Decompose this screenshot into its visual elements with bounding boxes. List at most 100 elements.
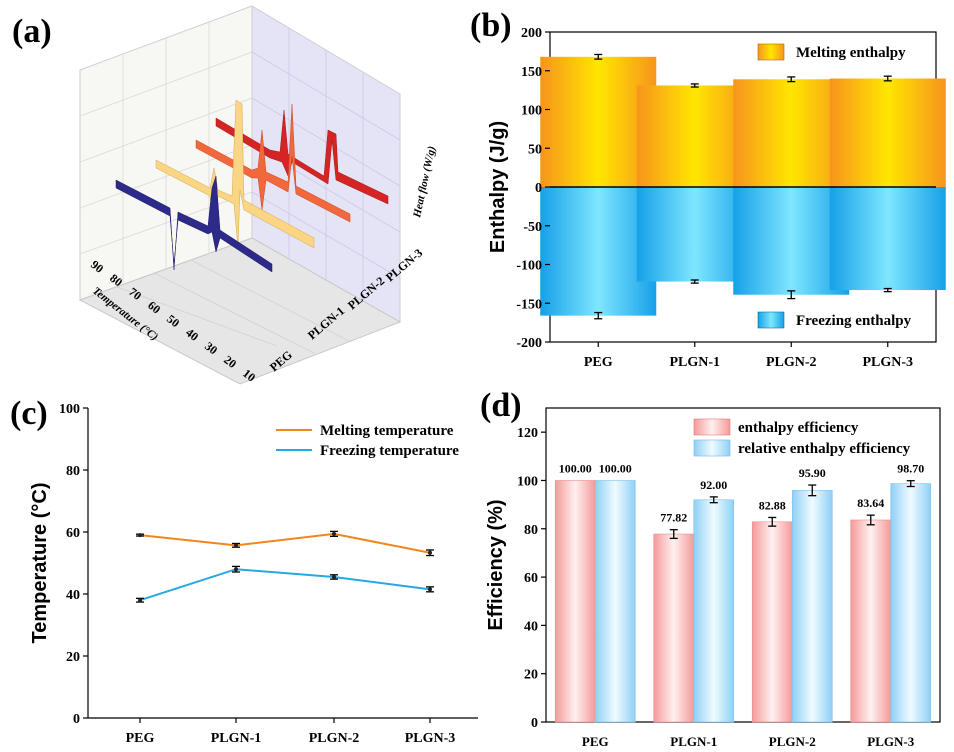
c-ytick-label: 20	[66, 650, 80, 665]
b-ytick-label: 50	[528, 142, 542, 157]
panel-b-enthalpy: -200 -150 -100 -50 0 50 100 150 200 PEG PLGN-1 PLG…	[487, 26, 946, 370]
bar-value-label: 77.82	[660, 511, 687, 525]
bar-value-label: 83.64	[857, 496, 884, 510]
error-bar	[594, 53, 603, 60]
c-ytick-label: 60	[66, 526, 80, 541]
line-freezing-temperature	[139, 568, 431, 602]
b-xtick-label: PEG	[584, 355, 613, 370]
b-ytick-label: -50	[523, 220, 542, 235]
bar-relative-enthalpy-efficiency	[890, 483, 932, 723]
panel-a-3d-dsc: Heat flow (W/g) Temperature (°C) 9080706…	[78, 5, 438, 385]
c-ytick-label: 80	[66, 464, 80, 479]
b-ytick-label: 150	[521, 65, 542, 80]
data-point	[332, 531, 336, 536]
d-xtick-label: PLGN-1	[670, 734, 717, 749]
legend-relative-eff: relative enthalpy efficiency	[738, 441, 911, 457]
d-ytick-label: 20	[524, 668, 538, 683]
heat-flow-axis-label: Heat flow (W/g)	[411, 145, 438, 220]
legend-melting: Melting enthalpy	[796, 45, 906, 61]
d-xtick-label: PLGN-2	[769, 734, 816, 749]
c-xtick-label: PLGN-3	[405, 731, 456, 746]
c-xtick-label: PEG	[126, 731, 155, 746]
error-bar	[866, 514, 875, 526]
d-ytick-label: 40	[524, 619, 538, 634]
data-point	[428, 550, 432, 555]
bar-freezing-enthalpy	[829, 187, 946, 291]
error-bar	[808, 484, 817, 497]
b-ytick-label: 200	[521, 26, 542, 41]
d-ytick-label: 80	[524, 523, 538, 538]
b-xtick-label: PLGN-2	[766, 355, 817, 370]
error-bar	[690, 279, 699, 284]
legend-swatch-freezing	[757, 311, 785, 329]
b-ytick-label: -150	[516, 297, 542, 312]
legend-freezing: Freezing enthalpy	[796, 313, 912, 329]
floor	[78, 237, 402, 385]
panel-d-efficiency: 100.00 77.82 82.88 83.64 100.00 92.00 95.90 98.…	[485, 407, 941, 749]
c-ytick-label: 40	[66, 588, 80, 603]
line-melting-temperature	[139, 532, 431, 554]
bar-value-label: 82.88	[759, 498, 786, 512]
legend-swatch-melting	[757, 43, 785, 61]
bar-value-label: 92.00	[700, 478, 727, 492]
data-point	[138, 533, 142, 538]
panel-label-c: (c)	[10, 395, 48, 432]
curve-plgn-2	[195, 103, 351, 223]
panel-c-ylabel: Temperature (°C)	[29, 483, 51, 644]
bar-value-label: 100.00	[599, 461, 632, 475]
panel-label-b: (b)	[470, 7, 512, 44]
bar-enthalpy-efficiency	[554, 480, 596, 723]
d-ytick-label: 60	[524, 571, 538, 586]
bar-value-label: 98.70	[897, 462, 924, 476]
legend-swatch-relative-eff	[693, 439, 731, 457]
error-bar	[787, 290, 796, 300]
error-bar	[709, 496, 718, 504]
bar-value-label: 100.00	[559, 461, 592, 475]
curve-plgn-3	[215, 109, 389, 205]
d-xtick-label: PEG	[582, 734, 609, 749]
d-ytick-label: 120	[517, 426, 538, 441]
legend-freezing-temp: Freezing temperature	[320, 443, 459, 459]
b-xtick-label: PLGN-1	[669, 355, 720, 370]
error-bar	[768, 516, 777, 527]
bar-relative-enthalpy-efficiency	[594, 480, 636, 723]
bar-value-label: 95.90	[799, 466, 826, 480]
error-bar	[883, 287, 892, 293]
b-ytick-label: 0	[535, 181, 542, 196]
b-xtick-label: PLGN-3	[862, 355, 913, 370]
panel-label-a: (a)	[12, 13, 52, 50]
bar-relative-enthalpy-efficiency	[791, 490, 833, 723]
b-ytick-label: 100	[521, 104, 542, 119]
error-bar	[669, 529, 678, 540]
panel-c-temperature: 0 20 40 60 80 100 PEG PLGN-1 PLGN-2 PLGN-3 Tempe…	[29, 402, 478, 746]
curve-peg	[115, 175, 273, 273]
bar-enthalpy-efficiency	[653, 533, 695, 723]
error-bar	[787, 76, 796, 83]
panel-label-d: (d)	[480, 387, 522, 424]
b-ytick-label: -200	[516, 336, 542, 351]
data-point	[234, 543, 238, 548]
data-point	[138, 598, 142, 603]
bar-enthalpy-efficiency	[751, 521, 793, 723]
legend-swatch-enthalpy-eff	[693, 418, 731, 436]
d-xtick-label: PLGN-3	[867, 734, 914, 749]
bar-melting-enthalpy	[829, 78, 946, 187]
error-bar	[594, 311, 603, 320]
b-ytick-label: -100	[516, 259, 542, 274]
error-bar	[906, 480, 915, 488]
data-point	[428, 587, 432, 592]
bar-relative-enthalpy-efficiency	[693, 499, 735, 723]
data-point	[234, 567, 238, 572]
legend-enthalpy-eff: enthalpy efficiency	[738, 420, 859, 436]
d-ytick-label: 0	[531, 716, 538, 731]
d-ytick-label: 100	[517, 474, 538, 489]
legend-melting-temp: Melting temperature	[320, 423, 454, 439]
panel-b-ylabel: Enthalpy (J/g)	[487, 121, 509, 253]
c-xtick-label: PLGN-2	[309, 731, 360, 746]
panel-d-ylabel: Efficiency (%)	[485, 499, 507, 630]
data-point	[332, 574, 336, 579]
c-xtick-label: PLGN-1	[211, 731, 262, 746]
c-ytick-label: 100	[59, 402, 80, 417]
error-bar	[883, 75, 892, 82]
